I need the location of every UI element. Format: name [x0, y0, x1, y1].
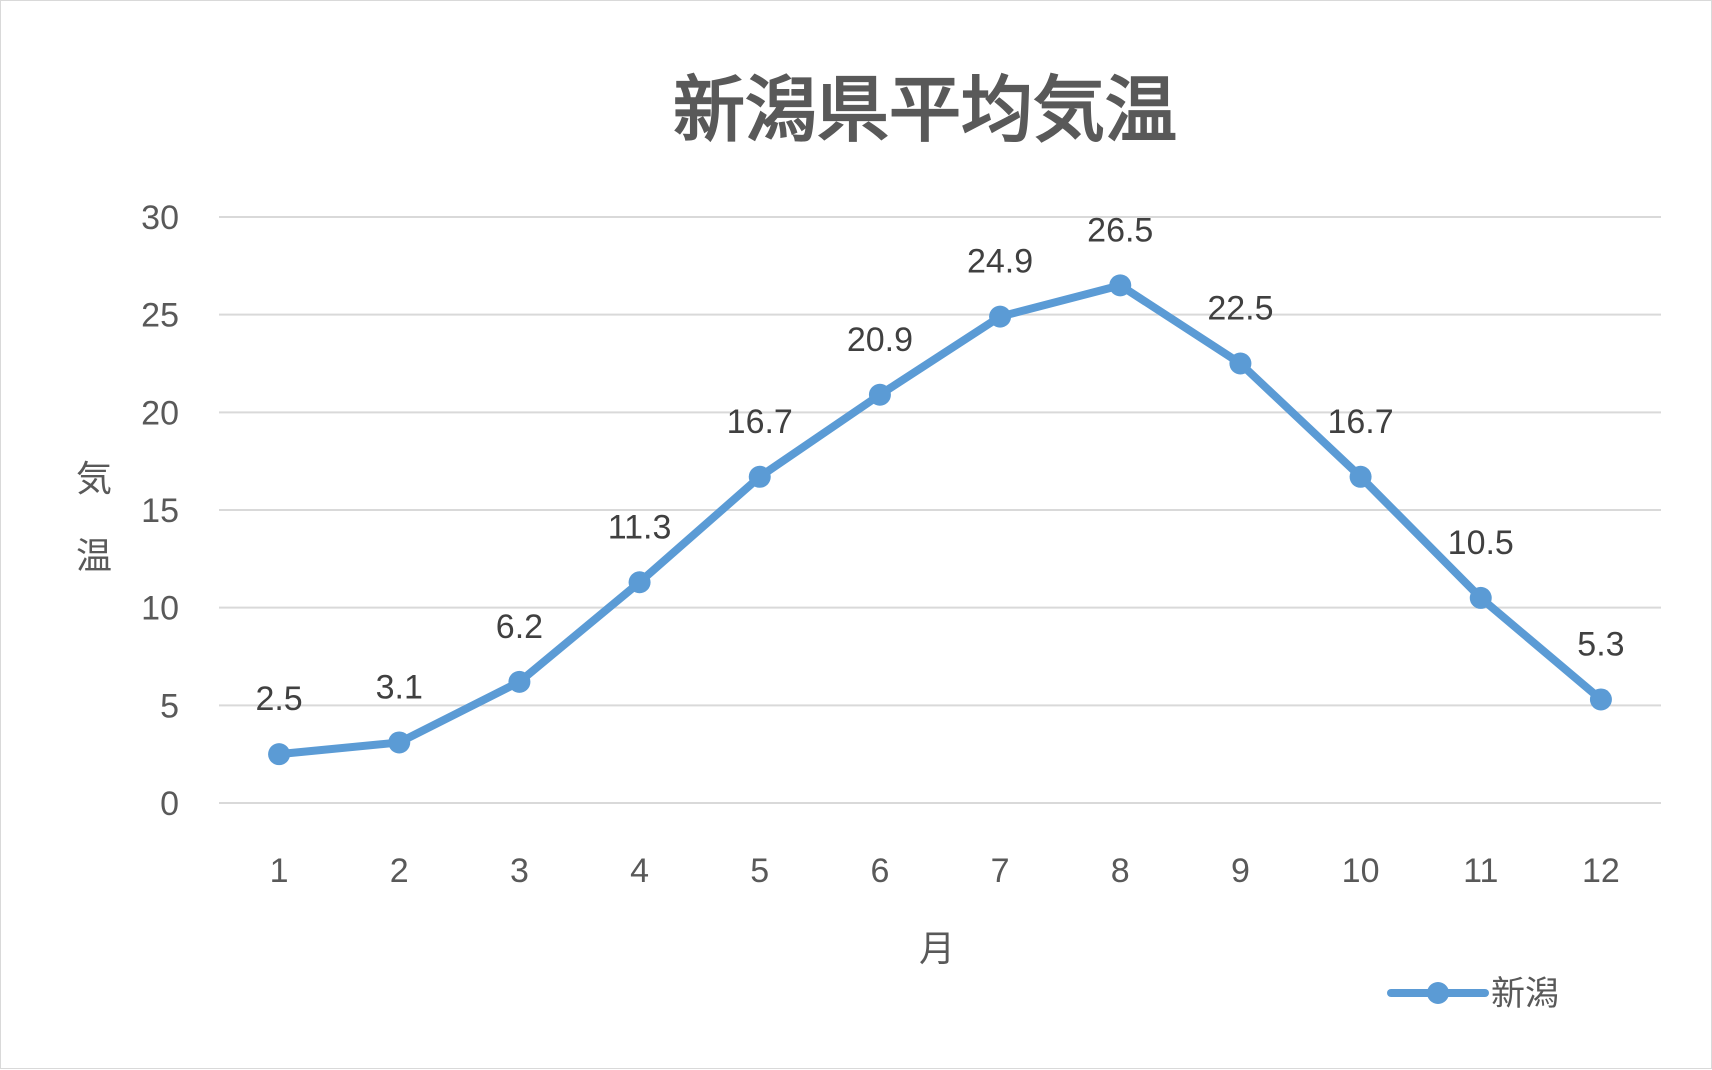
data-label: 6.2 — [496, 608, 543, 646]
x-tick-label: 1 — [270, 852, 289, 890]
data-point — [1469, 586, 1492, 609]
y-axis-ticks: 0 5 10 15 20 25 30 — [141, 199, 179, 823]
y-tick-label: 0 — [160, 785, 179, 823]
series-line — [275, 281, 1605, 759]
data-point — [748, 465, 771, 488]
data-label: 20.9 — [847, 321, 913, 359]
y-tick-label: 15 — [141, 492, 179, 530]
data-label: 5.3 — [1577, 625, 1624, 663]
y-axis-title-char: 温 — [76, 536, 112, 577]
legend-label: 新潟 — [1491, 974, 1559, 1014]
data-label: 16.7 — [1327, 403, 1393, 441]
data-label: 11.3 — [608, 508, 672, 546]
x-tick-label: 11 — [1463, 852, 1498, 890]
y-axis-title-char: 気 — [76, 459, 112, 500]
x-tick-label: 6 — [870, 852, 889, 890]
data-point — [1589, 688, 1612, 711]
chart-title: 新潟県平均気温 — [673, 68, 1177, 152]
data-point — [1229, 352, 1252, 375]
grid-lines — [219, 216, 1661, 804]
data-label: 16.7 — [727, 403, 793, 441]
x-tick-label: 12 — [1582, 852, 1620, 890]
x-tick-label: 4 — [630, 852, 649, 890]
series-layer — [268, 274, 1612, 766]
data-point — [628, 571, 651, 594]
legend-marker-swatch — [1427, 982, 1449, 1004]
x-tick-label: 2 — [390, 852, 409, 890]
data-point — [1109, 274, 1132, 297]
x-axis-ticks: 1 2 3 4 5 6 7 8 9 10 11 12 — [270, 852, 1620, 890]
x-tick-label: 5 — [750, 852, 769, 890]
x-axis-title: 月 — [919, 929, 955, 970]
data-point — [268, 743, 291, 766]
x-tick-label: 7 — [991, 852, 1010, 890]
legend: 新潟 — [1387, 974, 1559, 1014]
data-label: 26.5 — [1087, 211, 1153, 249]
data-point — [989, 305, 1012, 328]
x-tick-label: 8 — [1111, 852, 1130, 890]
data-label: 10.5 — [1448, 524, 1514, 562]
x-tick-label: 9 — [1231, 852, 1250, 890]
data-label: 3.1 — [376, 668, 423, 706]
data-labels: 2.5 3.1 6.2 11.3 16.7 20.9 24.9 26.5 22.5 16.7 10.… — [255, 211, 1624, 718]
data-point — [508, 670, 531, 693]
data-point — [868, 383, 891, 406]
x-tick-label: 3 — [510, 852, 529, 890]
y-tick-label: 25 — [141, 297, 179, 335]
y-tick-label: 30 — [141, 199, 179, 237]
data-label: 24.9 — [967, 243, 1033, 281]
data-point — [388, 731, 411, 754]
y-tick-label: 5 — [160, 687, 179, 725]
data-label: 2.5 — [255, 680, 302, 718]
data-label: 22.5 — [1207, 290, 1273, 328]
y-tick-label: 20 — [141, 394, 179, 432]
x-tick-label: 10 — [1342, 852, 1380, 890]
data-point — [1349, 465, 1372, 488]
y-tick-label: 10 — [141, 590, 179, 628]
